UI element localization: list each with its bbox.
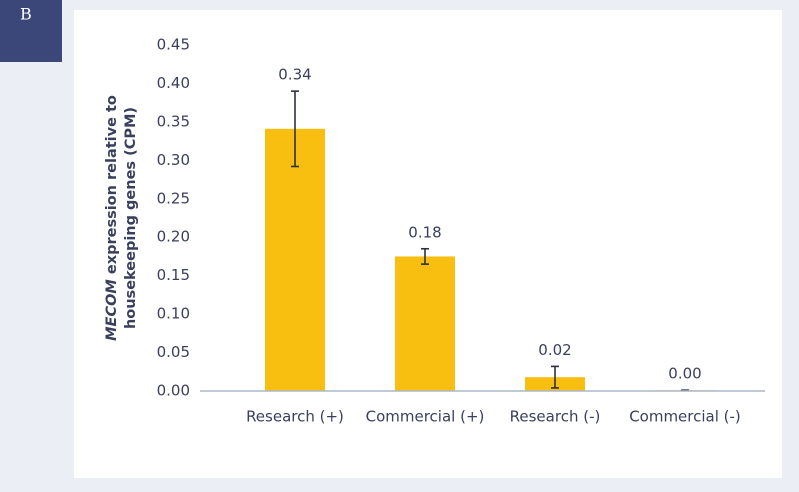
error-bar [291, 90, 299, 168]
y-tick-label: 0.45 [157, 36, 190, 54]
y-tick-label: 0.30 [157, 151, 190, 169]
x-tick-label: Research (+) [246, 408, 344, 426]
error-bar [421, 247, 429, 265]
panel-label: B [20, 5, 32, 24]
value-label: 0.00 [668, 365, 701, 383]
y-tick-label: 0.10 [157, 305, 190, 323]
y-tick-label: 0.25 [157, 189, 190, 207]
x-tick-label: Commercial (-) [629, 408, 741, 426]
y-tick-label: 0.20 [157, 228, 190, 246]
y-axis-label-line1: expression relative to [104, 95, 120, 279]
value-label: 0.18 [408, 223, 441, 241]
x-tick-label: Research (-) [510, 408, 601, 426]
value-label: 0.02 [538, 341, 571, 359]
panel [74, 10, 782, 478]
bar [395, 256, 455, 391]
panel-label-box [0, 0, 62, 62]
y-axis-label-italic: MECOM [104, 279, 120, 341]
y-tick-label: 0.40 [157, 74, 190, 92]
x-tick-label: Commercial (+) [366, 408, 485, 426]
y-tick-label: 0.35 [157, 112, 190, 130]
y-axis-label: MECOM expression relative to [104, 95, 120, 341]
error-bar [551, 365, 559, 389]
y-tick-label: 0.00 [157, 382, 190, 400]
y-axis-label-line2: housekeeping genes (CPM) [123, 107, 139, 329]
y-tick-label: 0.15 [157, 266, 190, 284]
bar [265, 128, 325, 391]
y-tick-label: 0.05 [157, 343, 190, 361]
value-label: 0.34 [278, 66, 311, 84]
